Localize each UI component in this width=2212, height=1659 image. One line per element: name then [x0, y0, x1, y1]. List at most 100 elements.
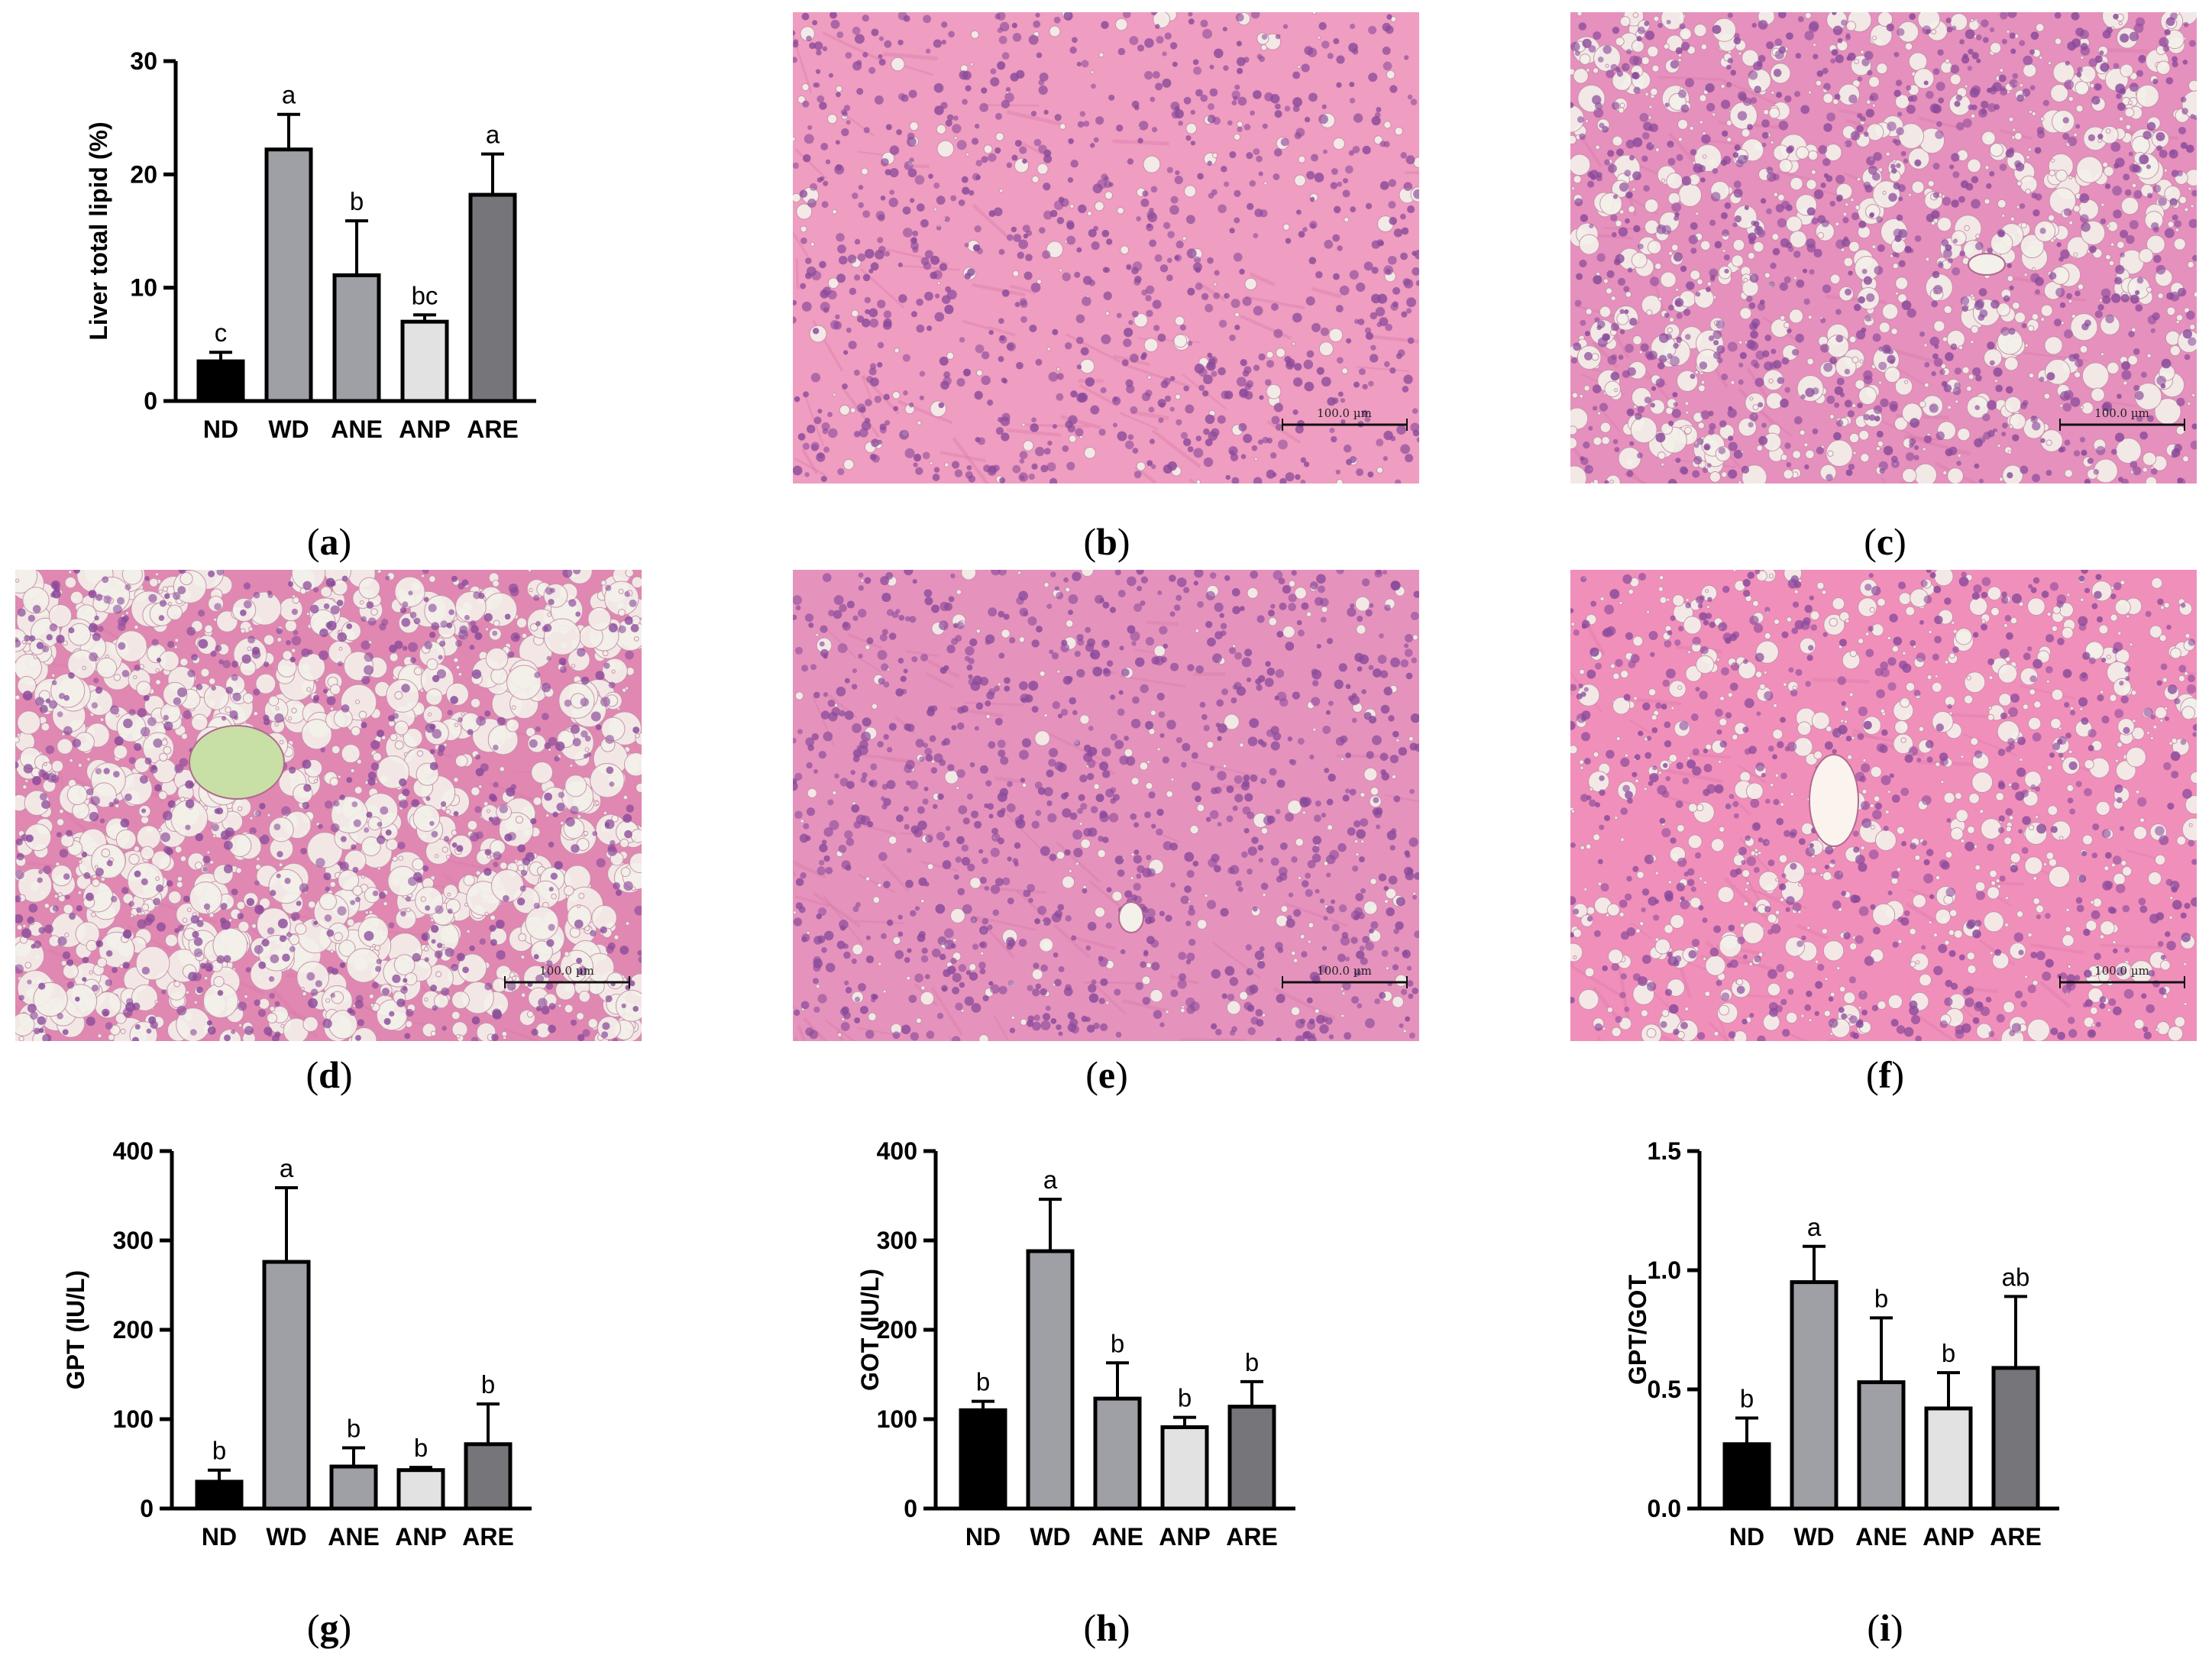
central-vein	[1968, 253, 2006, 276]
significance-letter: b	[976, 1368, 990, 1396]
x-tick-label: WD	[1030, 1523, 1070, 1551]
significance-letter: a	[1043, 1166, 1058, 1194]
x-tick-label: ANP	[399, 416, 451, 443]
significance-letter: c	[215, 319, 228, 347]
significance-letter: a	[280, 1154, 294, 1182]
bar-ane	[332, 273, 381, 403]
significance-letter: a	[486, 121, 500, 149]
x-tick-label: ANE	[1091, 1523, 1143, 1551]
y-tick-label: 300	[113, 1227, 154, 1254]
tissue-background	[793, 12, 1419, 483]
chart-svg-i: 0.0 0.5 1.0 1.5 GPT/GOT b ND a WD b ANE b ANP ab ARE	[1624, 1137, 2059, 1551]
central-vein	[1809, 754, 1859, 847]
y-tick-label: 10	[130, 274, 157, 302]
tissue-texture	[1570, 570, 2197, 1041]
histology-image-c: 100.0 µm	[1570, 12, 2197, 483]
scale-bar-label: 100.0 µm	[1317, 406, 1372, 420]
y-axis-label: GPT (IU/L)	[62, 1270, 89, 1389]
bar-nd	[1722, 1442, 1771, 1511]
bar-anp	[1924, 1406, 1973, 1511]
tissue-texture	[1570, 12, 2197, 483]
caption-d: (d)	[306, 1053, 353, 1096]
chart-panel-i: 0.0 0.5 1.0 1.5 GPT/GOT b ND a WD b ANE b ANP ab ARE	[1528, 1115, 2212, 1604]
caption-h: (h)	[1083, 1606, 1130, 1649]
y-tick-label: 0.5	[1648, 1376, 1681, 1403]
bar-are	[464, 1442, 513, 1511]
caption-f: (f)	[1866, 1053, 1904, 1096]
histology-image-b: 100.0 µm	[793, 12, 1419, 483]
x-tick-label: WD	[268, 416, 309, 443]
y-axis-label: Liver total lipid (%)	[85, 121, 112, 340]
significance-letter: b	[1740, 1384, 1754, 1412]
y-tick-label: 20	[130, 160, 157, 188]
significance-letter: b	[1178, 1384, 1192, 1412]
chart-svg-a: 0 10 20 30 Liver total lipid (%) c ND a WD b ANE bc…	[85, 47, 536, 443]
y-axis-label: GPT/GOT	[1624, 1275, 1651, 1385]
chart-svg-g: 0 100 200 300 400 GPT (IU/L) b ND a WD b ANE b ANP b AR…	[62, 1137, 532, 1551]
micrograph-svg-b: 100.0 µm	[793, 12, 1419, 483]
significance-letter: a	[282, 81, 296, 109]
tissue-texture	[793, 12, 1419, 483]
bar-anp	[1160, 1425, 1209, 1511]
caption-g: (g)	[306, 1606, 352, 1649]
chart-panel-h: 0 100 200 300 400 GOT (IU/L) b ND a WD b ANE b ANP b AR…	[764, 1115, 1451, 1604]
y-tick-label: 1.5	[1648, 1137, 1681, 1165]
y-axis-label: GOT (IU/L)	[856, 1269, 884, 1391]
x-tick-label: WD	[1793, 1523, 1834, 1551]
significance-letter: b	[1111, 1329, 1124, 1357]
x-tick-label: ANP	[1923, 1523, 1974, 1551]
y-tick-label: 0	[904, 1495, 917, 1522]
x-tick-label: ANE	[331, 416, 383, 443]
x-tick-label: ND	[202, 1523, 237, 1551]
x-tick-label: ARE	[1990, 1523, 2042, 1551]
x-tick-label: WD	[266, 1523, 306, 1551]
bar-are	[1991, 1366, 2040, 1511]
y-tick-label: 200	[877, 1316, 917, 1344]
micrograph-svg-c: 100.0 µm	[1570, 12, 2197, 483]
bar-wd	[264, 147, 313, 403]
y-tick-label: 0.0	[1648, 1495, 1681, 1522]
significance-letter: a	[1807, 1213, 1822, 1241]
bar-ane	[1093, 1396, 1142, 1511]
significance-letter: b	[350, 187, 364, 215]
bar-anp	[396, 1468, 445, 1511]
x-tick-label: ARE	[462, 1523, 514, 1551]
chart-svg-h: 0 100 200 300 400 GOT (IU/L) b ND a WD b ANE b ANP b AR…	[856, 1137, 1295, 1551]
caption-a: (a)	[306, 520, 352, 563]
bar-wd	[1790, 1280, 1838, 1511]
tissue-texture	[15, 570, 642, 1041]
histology-image-d: 100.0 µm	[15, 570, 642, 1041]
x-tick-label: ANE	[1855, 1523, 1907, 1551]
central-vein	[189, 725, 285, 800]
significance-letter: b	[1245, 1348, 1259, 1376]
x-tick-label: ANP	[395, 1523, 447, 1551]
x-tick-label: ANP	[1159, 1523, 1211, 1551]
scale-bar-label: 100.0 µm	[2094, 964, 2149, 978]
x-tick-label: ANE	[328, 1523, 380, 1551]
significance-letter: ab	[2002, 1263, 2030, 1291]
y-tick-label: 200	[113, 1316, 154, 1344]
histology-image-f: 100.0 µm	[1570, 570, 2197, 1041]
significance-letter: b	[1942, 1339, 1955, 1367]
chart-panel-a: 0 10 20 30 Liver total lipid (%) c ND a WD b ANE bc…	[0, 0, 687, 489]
bar-wd	[1026, 1249, 1075, 1511]
significance-letter: b	[414, 1434, 428, 1462]
y-tick-label: 30	[130, 47, 157, 75]
y-tick-label: 100	[113, 1405, 154, 1433]
x-tick-label: ND	[203, 416, 238, 443]
scale-bar-label: 100.0 µm	[2094, 406, 2149, 420]
scale-bar-label: 100.0 µm	[1317, 964, 1372, 978]
bar-ane	[1857, 1380, 1906, 1511]
y-tick-label: 0	[144, 387, 157, 415]
significance-letter: b	[212, 1437, 226, 1465]
caption-e: (e)	[1085, 1053, 1128, 1096]
micrograph-svg-e: 100.0 µm	[793, 570, 1419, 1041]
significance-letter: b	[481, 1370, 495, 1399]
histology-image-e: 100.0 µm	[793, 570, 1419, 1041]
significance-letter: bc	[412, 281, 438, 309]
micrograph-svg-f: 100.0 µm	[1570, 570, 2197, 1041]
bar-are	[1227, 1405, 1276, 1511]
bar-are	[468, 192, 517, 403]
bar-anp	[400, 319, 449, 403]
x-tick-label: ARE	[467, 416, 519, 443]
